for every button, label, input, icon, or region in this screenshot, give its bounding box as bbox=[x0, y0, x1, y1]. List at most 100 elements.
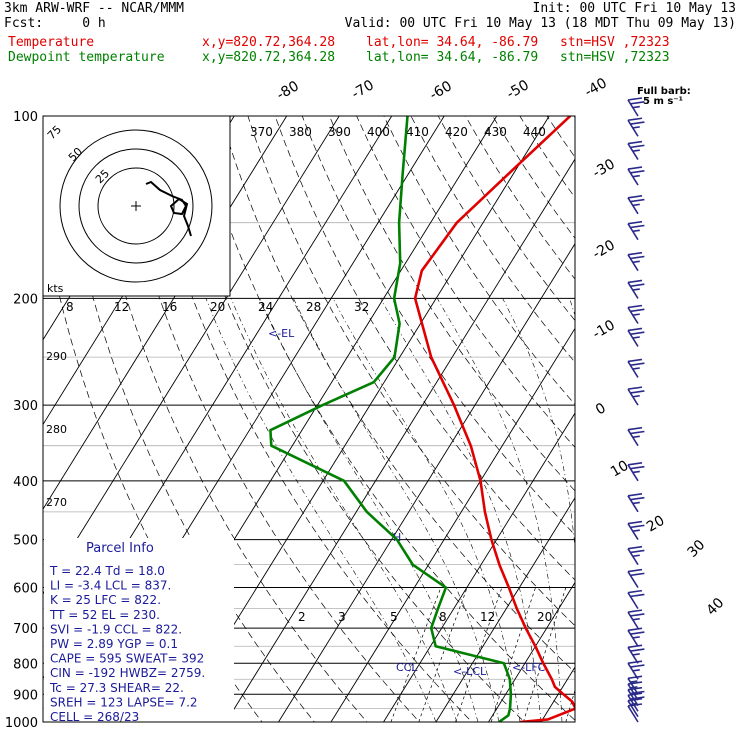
wind-barb-flag bbox=[632, 501, 640, 505]
isotherm-label: -80 bbox=[274, 78, 302, 103]
wind-barb-flag bbox=[627, 304, 643, 309]
mixing-ratio-label: 20 bbox=[537, 610, 552, 624]
dewpoint-legend: Dewpoint temperature bbox=[8, 50, 165, 65]
wind-barb-flag bbox=[627, 589, 643, 594]
wind-barb bbox=[627, 493, 645, 513]
mixing-ratio-label: 5 bbox=[390, 610, 398, 624]
wind-barb bbox=[627, 117, 645, 137]
hodograph-ring bbox=[59, 129, 213, 283]
temperature-xy: x,y=820.72,364.28 bbox=[202, 35, 336, 50]
dewpoint-latlon: lat,lon= 34.64, -86.79 bbox=[366, 50, 539, 65]
dry-adiabat bbox=[329, 116, 575, 492]
theta-label: 420 bbox=[445, 125, 468, 139]
isotherm-label: -60 bbox=[427, 78, 455, 103]
barb-legend-line2: 5 m s⁻¹ bbox=[643, 96, 683, 107]
wind-barb-flag bbox=[630, 144, 645, 149]
isotherm bbox=[488, 581, 575, 722]
wind-barb-staff bbox=[627, 677, 639, 695]
wind-barb-flag bbox=[630, 331, 645, 335]
dry-adiabat bbox=[492, 116, 575, 239]
isotherm-label: -70 bbox=[349, 77, 377, 102]
wind-barb-flag bbox=[630, 198, 645, 203]
mixing-ratio-line bbox=[455, 587, 503, 722]
hodograph-trace bbox=[145, 180, 192, 237]
wind-barb-flag bbox=[627, 675, 643, 680]
wind-barb-flag bbox=[630, 524, 645, 529]
dry-adiabat bbox=[437, 116, 575, 321]
dry-adiabat bbox=[301, 116, 575, 536]
theta-label: 370 bbox=[250, 125, 273, 139]
pressure-tick-label: 300 bbox=[13, 399, 38, 414]
wind-barb bbox=[627, 545, 645, 566]
wind-barb bbox=[627, 140, 645, 160]
wind-barb-flag bbox=[627, 194, 643, 199]
lcl-label: <-LCL bbox=[453, 665, 487, 678]
wind-barb-flag bbox=[630, 170, 645, 174]
temperature-line bbox=[413, 116, 575, 722]
wind-barb bbox=[627, 97, 645, 117]
wind-barb-flag bbox=[632, 636, 640, 639]
parcel-info-panel bbox=[44, 538, 234, 722]
dry-adiabat bbox=[193, 116, 575, 721]
wind-barbs: Full barb:5 m s⁻¹ bbox=[627, 86, 691, 723]
wind-barb-flag bbox=[627, 520, 643, 525]
wind-barb-flag bbox=[627, 627, 643, 632]
theta-label: 440 bbox=[523, 125, 546, 139]
dry-adiabat bbox=[138, 116, 473, 722]
lfc-label: <-LFC bbox=[512, 661, 546, 674]
wind-barb-flag bbox=[627, 251, 643, 256]
wind-barb-flag bbox=[630, 593, 645, 598]
parcel-info-row: CELL = 268/23 bbox=[50, 710, 139, 724]
barb-legend-line1: Full barb: bbox=[637, 86, 691, 97]
dry-adiabat bbox=[601, 116, 740, 735]
wind-barb-flag bbox=[632, 313, 640, 316]
wind-barb-flag bbox=[632, 470, 640, 474]
mixing-ratio-line bbox=[418, 587, 468, 722]
wind-barb-flag bbox=[632, 174, 640, 178]
temperature-latlon: lat,lon= 34.64, -86.79 bbox=[366, 35, 539, 50]
wind-barb-flag bbox=[632, 203, 640, 207]
mixing-ratio-label: 3 bbox=[338, 610, 346, 624]
wind-barb-flag bbox=[632, 394, 640, 398]
wind-barb-flag bbox=[627, 220, 643, 225]
el-label: <-EL bbox=[268, 327, 295, 340]
wind-barb-staff bbox=[627, 689, 639, 707]
isotherm bbox=[330, 327, 575, 722]
wind-barb bbox=[627, 251, 645, 272]
mixing-ratio-label: 12 bbox=[114, 300, 129, 314]
pressure-tick-label: 700 bbox=[13, 622, 38, 637]
wind-barb-flag bbox=[632, 653, 640, 656]
wind-barb-flag bbox=[627, 386, 643, 390]
wind-barb-flag bbox=[627, 166, 643, 170]
wind-barb-flag bbox=[627, 609, 643, 613]
wind-barb-flag bbox=[627, 660, 643, 665]
wind-barb-flag bbox=[627, 358, 643, 363]
wind-barb-flag bbox=[627, 97, 643, 101]
mixing-ratio-label: 12 bbox=[480, 610, 495, 624]
temperature-station: stn=HSV ,72323 bbox=[560, 35, 670, 50]
isotherm bbox=[173, 116, 550, 722]
wind-barb bbox=[627, 627, 645, 647]
wind-barb bbox=[627, 327, 645, 347]
wind-barb-flag bbox=[630, 308, 645, 313]
isotherm-label: 10 bbox=[608, 458, 631, 481]
pressure-tick-label: 800 bbox=[13, 657, 38, 672]
hodograph-ring bbox=[78, 148, 194, 264]
parcel-info-row: TT = 52 EL = 230. bbox=[49, 608, 160, 622]
wind-barb bbox=[627, 220, 645, 241]
wind-barb-staff bbox=[627, 571, 639, 588]
theta-label: 430 bbox=[484, 125, 507, 139]
mixing-ratio-label: 8 bbox=[66, 300, 74, 314]
theta-label: 410 bbox=[406, 125, 429, 139]
dry-adiabat bbox=[546, 116, 575, 158]
moist-adiabat bbox=[502, 298, 575, 550]
wind-barb-flag bbox=[630, 664, 645, 668]
wind-barb-flag bbox=[630, 430, 645, 435]
dry-adiabat bbox=[519, 116, 575, 199]
parcel-info-row: PW = 2.89 YGP = 0.1 bbox=[50, 637, 178, 651]
profiles bbox=[269, 116, 575, 722]
dry-adiabat bbox=[383, 116, 575, 406]
wind-barb-flag bbox=[632, 617, 640, 621]
wind-barb bbox=[627, 520, 645, 540]
